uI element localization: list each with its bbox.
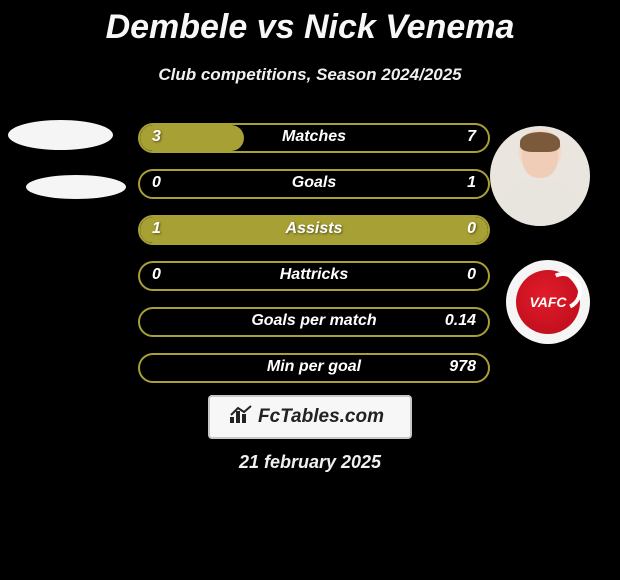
stat-row: 3Matches7 bbox=[138, 123, 490, 153]
stat-label: Goals bbox=[140, 174, 488, 192]
player-left-placeholder bbox=[8, 120, 126, 199]
page-title: Dembele vs Nick Venema bbox=[0, 0, 620, 47]
stat-value-right: 0 bbox=[467, 266, 476, 284]
stat-label: Goals per match bbox=[140, 312, 488, 330]
stat-label: Assists bbox=[140, 220, 488, 238]
stat-value-right: 7 bbox=[467, 128, 476, 146]
fctables-icon bbox=[230, 405, 252, 429]
stat-label: Matches bbox=[140, 128, 488, 146]
stat-row: Min per goal978 bbox=[138, 353, 490, 383]
stat-row: 0Goals1 bbox=[138, 169, 490, 199]
club-badge: VAFC bbox=[506, 260, 590, 344]
stat-value-right: 0 bbox=[467, 220, 476, 238]
oval-placeholder-2 bbox=[26, 175, 126, 199]
footer-plate: FcTables.com bbox=[208, 395, 412, 439]
player-right-avatar bbox=[490, 126, 590, 226]
stat-value-right: 1 bbox=[467, 174, 476, 192]
stat-row: 1Assists0 bbox=[138, 215, 490, 245]
footer-site-text: FcTables.com bbox=[258, 406, 384, 427]
subtitle: Club competitions, Season 2024/2025 bbox=[0, 65, 620, 85]
stat-value-right: 978 bbox=[449, 358, 476, 376]
stats-bars: 3Matches70Goals11Assists00Hattricks0Goal… bbox=[138, 123, 490, 399]
stat-row: 0Hattricks0 bbox=[138, 261, 490, 291]
footer-badge: FcTables.com bbox=[0, 395, 620, 439]
oval-placeholder-1 bbox=[8, 120, 113, 150]
stat-row: Goals per match0.14 bbox=[138, 307, 490, 337]
date-text: 21 february 2025 bbox=[0, 452, 620, 473]
stat-label: Min per goal bbox=[140, 358, 488, 376]
stat-label: Hattricks bbox=[140, 266, 488, 284]
stat-value-right: 0.14 bbox=[445, 312, 476, 330]
